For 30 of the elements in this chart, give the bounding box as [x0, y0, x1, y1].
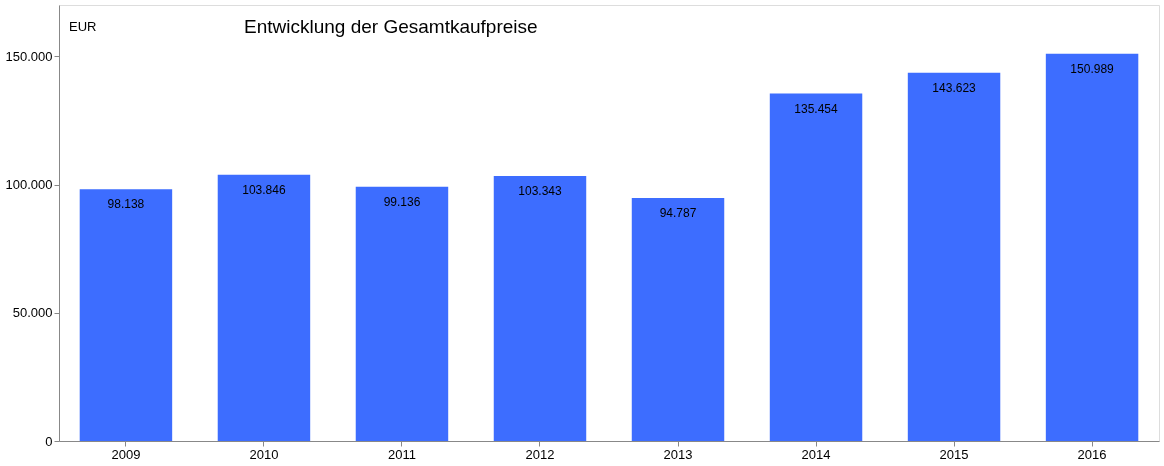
x-tick-label: 2014: [801, 446, 831, 462]
bar: [493, 175, 587, 441]
data-label: 98.138: [107, 197, 145, 212]
y-tick-label: 0: [45, 433, 53, 449]
x-tick-label: 2010: [249, 446, 279, 462]
bar: [217, 174, 311, 441]
x-tick-label: 2012: [525, 446, 555, 462]
data-label: 150.989: [1070, 61, 1115, 76]
data-label: 103.343: [518, 183, 562, 198]
y-axis-title: EUR: [69, 19, 97, 34]
bar: [631, 197, 725, 441]
y-tick-label: 150.000: [5, 48, 53, 64]
y-tick-label: 50.000: [12, 305, 53, 321]
data-label: 99.136: [383, 194, 421, 209]
bar: [79, 189, 173, 441]
x-tick-label: 2016: [1077, 446, 1107, 462]
data-label: 135.454: [794, 101, 839, 116]
x-tick-label: 2013: [663, 446, 693, 462]
data-label: 103.846: [242, 182, 286, 197]
data-label: 94.787: [659, 205, 697, 220]
x-tick-label: 2011: [387, 446, 416, 462]
y-tick-label: 100.000: [5, 177, 53, 193]
bar: [769, 93, 863, 441]
bar: [907, 72, 1001, 441]
x-tick-label: 2015: [939, 446, 969, 462]
text: Entwicklung der Gesamtkaufpreise: [244, 16, 538, 37]
data-label: 143.623: [932, 80, 977, 95]
x-tick-label: 2009: [111, 446, 141, 462]
bar: [355, 186, 449, 441]
bar: [1045, 53, 1139, 441]
